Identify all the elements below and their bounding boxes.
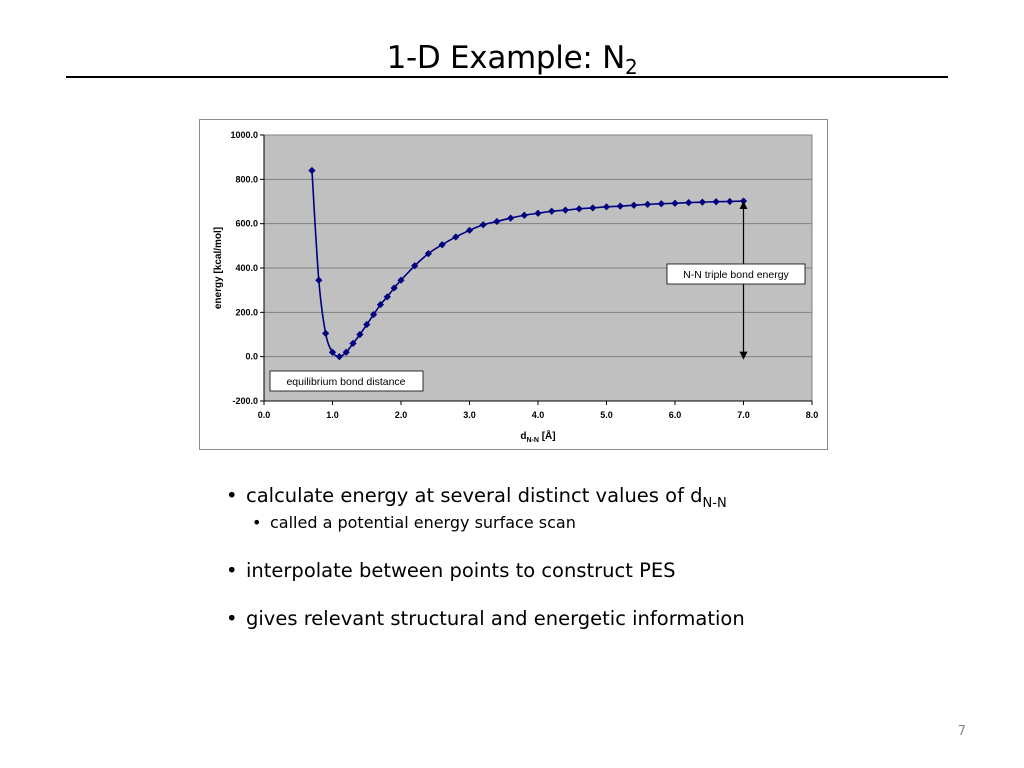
data-point-marker (575, 205, 583, 213)
data-point-marker (397, 276, 405, 284)
title-underline (66, 76, 948, 78)
equilibrium-label-box (269, 370, 424, 392)
slide-title: 1-D Example: N2 (0, 38, 1024, 78)
data-point-marker (328, 348, 337, 356)
x-tick-label: 6.0 (669, 410, 682, 420)
y-tick-label: 400.0 (235, 263, 258, 273)
triple-bond-label-box (666, 263, 806, 285)
x-tick-label: 1.0 (326, 410, 339, 420)
data-point-marker (548, 207, 556, 215)
equilibrium-annotation: equilibrium bond distance (269, 370, 424, 392)
data-point-marker (356, 330, 364, 339)
data-point-marker (630, 201, 638, 209)
page-number: 7 (957, 724, 966, 739)
data-point-marker (698, 198, 706, 206)
data-point-marker (376, 300, 385, 309)
bullet-subscript: N-N (702, 496, 727, 511)
data-point-marker (534, 209, 542, 217)
pes-chart: -200.0 0.0 200.0 400.0 600.0 800.0 1000.0 0.0 1… (199, 119, 828, 450)
x-tick-label: 0.0 (258, 410, 271, 420)
data-point-marker (342, 348, 350, 356)
data-point-marker (644, 200, 652, 208)
data-point-marker (479, 221, 487, 229)
bullet-text: interpolate between points to construct … (246, 559, 676, 582)
x-axis-label-main: d (520, 431, 526, 442)
slide-title-text: 1-D Example: N (386, 40, 626, 76)
data-point-marker (616, 202, 624, 210)
sub-bullet-glyph: • (252, 513, 262, 532)
bullet-list: • calculate energy at several distinct va… (226, 482, 926, 633)
x-axis-label: dN-N [Å] (520, 429, 555, 444)
sub-bullet-pes-scan: • called a potential energy surface scan (226, 511, 926, 535)
data-point-marker (671, 199, 679, 207)
bullet-text: calculate energy at several distinct val… (246, 484, 703, 507)
data-point-marker (657, 200, 665, 208)
data-point-marker (685, 199, 693, 207)
y-tick-label: 800.0 (235, 174, 258, 184)
bullet-glyph: • (226, 484, 238, 507)
y-axis-label: energy [kcal/mol] (213, 227, 224, 309)
y-tick-label: 600.0 (235, 219, 258, 229)
y-tick-label: 1000.0 (230, 130, 258, 140)
x-tick-label: 5.0 (600, 410, 613, 420)
y-tick-label: -200.0 (232, 396, 258, 406)
triple-bond-annotation: N-N triple bond energy (666, 263, 806, 285)
x-tick-label: 3.0 (463, 410, 476, 420)
data-point-marker (363, 320, 371, 329)
x-tick-label: 4.0 (532, 410, 545, 420)
x-tick-label: 2.0 (395, 410, 408, 420)
bullet-glyph: • (226, 559, 238, 582)
bullet-energy-calculation: • calculate energy at several distinct va… (226, 482, 926, 510)
x-tick-label: 7.0 (737, 410, 750, 420)
triple-bond-label: N-N triple bond energy (683, 269, 789, 281)
equilibrium-label: equilibrium bond distance (286, 376, 405, 388)
slide-title-subscript: 2 (624, 55, 638, 79)
bullet-glyph: • (226, 607, 238, 630)
axes (263, 135, 812, 402)
data-point-marker (452, 233, 460, 241)
data-point-marker (602, 203, 611, 211)
data-point-marker (561, 206, 569, 214)
y-tick-label: 200.0 (235, 307, 258, 317)
x-tick-label: 8.0 (806, 410, 819, 420)
bullet-interpolate: • interpolate between points to construct… (226, 557, 926, 585)
sub-bullet-text: called a potential energy surface scan (270, 513, 576, 532)
x-axis-label-subscript: N-N (526, 437, 538, 444)
x-tick-labels: 0.0 1.0 2.0 3.0 4.0 5.0 6.0 7.0 8.0 (258, 410, 819, 420)
data-point-marker (308, 166, 316, 175)
data-point-marker (493, 217, 501, 226)
data-point-marker (507, 214, 515, 222)
bullet-text: gives relevant structural and energetic … (246, 607, 745, 630)
data-point-marker (465, 226, 474, 234)
x-axis-label-unit: [Å] (539, 429, 556, 442)
bullet-structural-info: • gives relevant structural and energetic… (226, 605, 926, 633)
data-point-marker (411, 262, 419, 270)
y-tick-labels: -200.0 0.0 200.0 400.0 600.0 800.0 1000.0 (230, 130, 258, 406)
data-point-marker (726, 197, 734, 206)
y-tick-label: 0.0 (245, 352, 258, 362)
data-point-marker (589, 204, 597, 212)
